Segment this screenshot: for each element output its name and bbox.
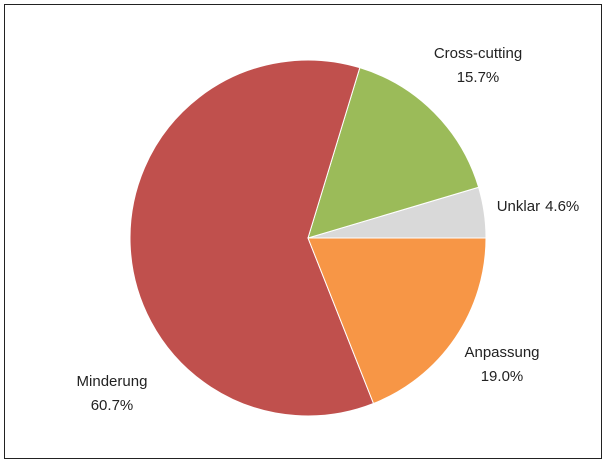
slice-name: Unklar — [497, 198, 540, 215]
slice-name: Cross-cutting — [434, 45, 522, 62]
slice-label: Minderung 60.7% — [77, 373, 148, 414]
slice-value: 60.7% — [91, 397, 134, 414]
slice-name: Minderung — [77, 373, 148, 390]
slice-label: Anpassung 19.0% — [464, 344, 539, 385]
slice-label: Unklar 4.6% — [497, 198, 580, 215]
pie-slice — [307, 67, 480, 239]
slice-label: Cross-cutting 15.7% — [434, 45, 522, 86]
pie-slice — [307, 237, 487, 405]
slice-value: 15.7% — [457, 69, 500, 86]
pie-slice — [129, 59, 375, 417]
slice-value: 19.0% — [481, 368, 524, 385]
slice-name: Anpassung — [464, 344, 539, 361]
slice-value: 4.6% — [545, 198, 579, 215]
